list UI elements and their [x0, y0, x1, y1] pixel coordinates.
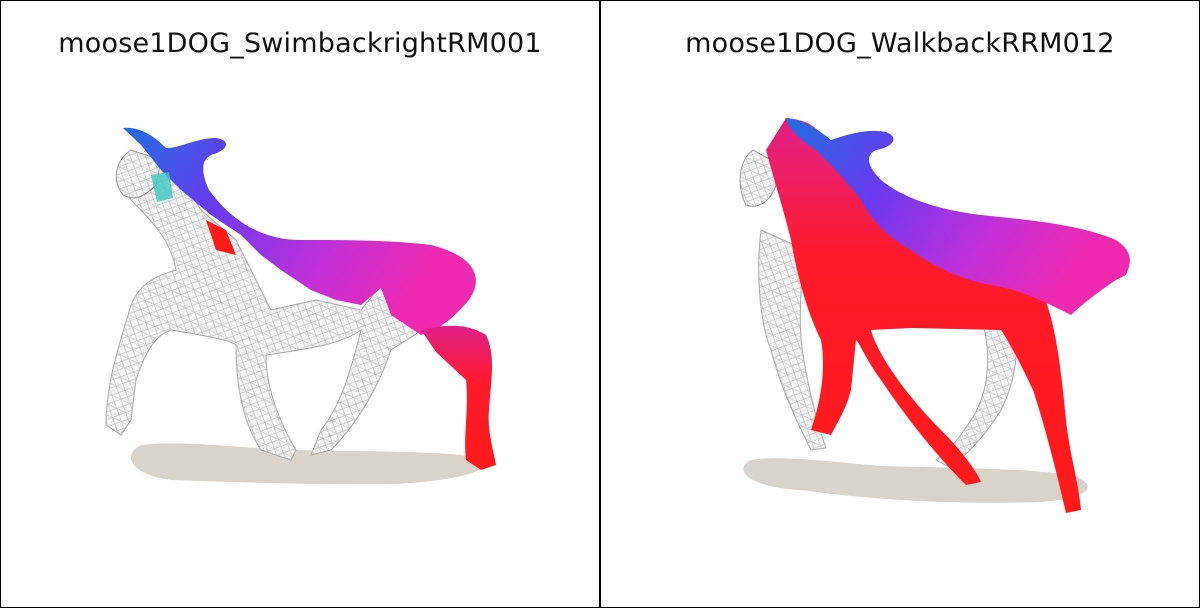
panel-left: moose1DOG_SwimbackrightRM001 [1, 0, 599, 606]
panel-right: moose1DOG_WalkbackRRM012 [601, 0, 1199, 606]
ground-shadow-left [131, 443, 485, 484]
moose-mesh-right [661, 90, 1141, 530]
moose-mesh-left [61, 90, 541, 530]
panel-title-right: moose1DOG_WalkbackRRM012 [601, 28, 1199, 59]
wireframe-body-left [106, 155, 421, 460]
moose-render-right [661, 90, 1141, 530]
panel-title-left: moose1DOG_SwimbackrightRM001 [1, 28, 599, 59]
red-body-right [766, 118, 1081, 513]
red-hind-leg-left [421, 326, 496, 470]
ground-shadow-right [743, 458, 1088, 503]
moose-render-left [61, 90, 541, 530]
